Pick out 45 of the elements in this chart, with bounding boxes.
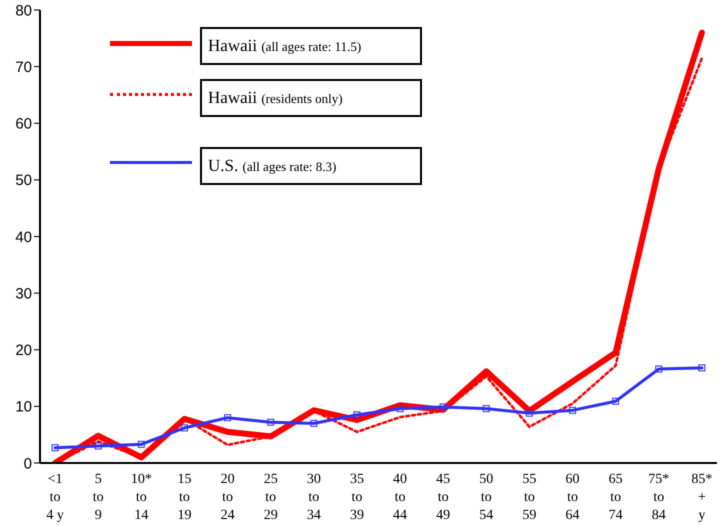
point <box>569 406 576 414</box>
point <box>526 410 533 417</box>
x-tick-label: 30 to 34 <box>306 472 321 523</box>
x-tick-label: 20 to 24 <box>220 472 235 523</box>
y-tick-label: 40 <box>15 228 32 246</box>
x-tick-label: 85* + y <box>691 472 712 523</box>
legend-label: Hawaii (residents only) <box>208 88 343 107</box>
legend-label: U.S. (all ages rate: 8.3) <box>208 156 336 175</box>
point <box>94 442 102 450</box>
point <box>482 405 490 412</box>
y-tick-label: 50 <box>15 172 32 190</box>
y-tick-label: 60 <box>15 116 32 133</box>
y-tick-label: 10 <box>15 398 32 416</box>
point <box>698 364 706 372</box>
x-tick-label: 25 to 29 <box>264 472 278 523</box>
point <box>267 418 274 426</box>
x-tick-label: 75* to 84 <box>648 472 670 523</box>
point <box>612 398 620 405</box>
x-tick-label: 55 to 59 <box>522 472 536 523</box>
point <box>310 420 318 427</box>
point <box>396 405 404 412</box>
point <box>138 440 145 448</box>
point <box>180 424 188 432</box>
legend-label: Hawaii (all ages rate: 11.5) <box>208 36 362 55</box>
x-tick-label: 60 to 64 <box>566 472 580 523</box>
x-tick-label: <1 to 4 y <box>46 472 64 523</box>
x-tick-label: 5 to 9 <box>92 472 104 523</box>
x-tick-label: 10* to 14 <box>130 472 152 523</box>
point <box>440 403 447 410</box>
point <box>353 411 360 418</box>
x-tick-label: 65 to 74 <box>608 472 623 523</box>
y-tick-label: 80 <box>15 2 32 20</box>
line-series <box>52 364 706 452</box>
point <box>655 366 662 373</box>
x-tick-label: 15 to 19 <box>177 472 192 523</box>
point <box>224 414 232 422</box>
x-tick-label: 35 to 39 <box>350 472 364 523</box>
x-tick-label: 40 to 44 <box>393 472 408 523</box>
y-tick-label: 20 <box>15 342 32 360</box>
x-tick-label: 45 to 49 <box>436 472 450 523</box>
y-tick-label: 0 <box>24 455 32 472</box>
y-tick-label: 30 <box>15 285 32 302</box>
point <box>52 444 59 452</box>
y-tick-label: 70 <box>15 58 32 76</box>
x-tick-label: 50 to 54 <box>479 472 494 523</box>
